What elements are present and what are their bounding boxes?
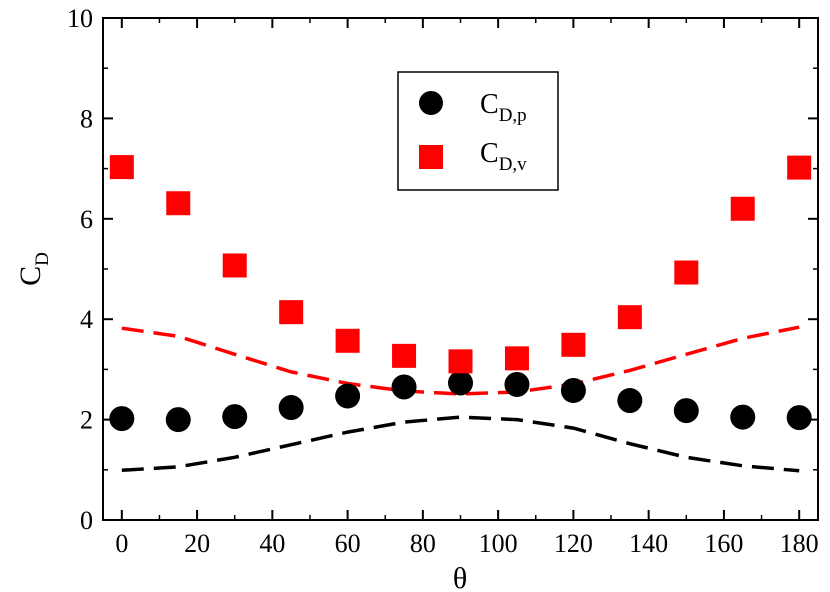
viscous-model-dashed-line [121, 325, 800, 396]
viscous-drag-point [335, 328, 360, 353]
viscous-drag-point [504, 346, 529, 371]
viscous-drag-point [674, 260, 699, 285]
viscous-drag-point [617, 305, 642, 330]
data-markers [109, 155, 812, 433]
viscous-drag-point [222, 253, 247, 278]
pressure-drag-point [730, 404, 756, 430]
y-axis-label-sub: D [32, 252, 53, 266]
legend: CD,p CD,v [397, 71, 559, 191]
y-tick-label: 0 [80, 506, 93, 535]
x-tick-label: 120 [554, 529, 593, 558]
legend-box [397, 71, 559, 191]
pressure-drag-point [109, 406, 135, 432]
legend-label-viscous: CD,v [480, 138, 527, 175]
pressure-drag-point [504, 371, 530, 397]
viscous-drag-point [448, 349, 473, 374]
model-curves [121, 325, 800, 473]
pressure-drag-point [391, 374, 417, 400]
x-tick-label: 100 [479, 529, 518, 558]
y-tick-label: 4 [80, 305, 93, 334]
pressure-drag-point [278, 395, 304, 421]
x-tick-label: 160 [704, 529, 743, 558]
pressure-drag-point [335, 383, 361, 409]
pressure-model-dashed-line [121, 415, 800, 473]
y-tick-label: 6 [80, 205, 93, 234]
axis-ticks: 0 20 40 60 80 100 120 140 160 180 0 2 4 6 8 10 [67, 4, 819, 558]
legend-label-pressure-main: C [480, 89, 499, 120]
x-tick-label: 0 [115, 529, 128, 558]
x-tick-label: 40 [259, 529, 285, 558]
pressure-drag-point [560, 377, 586, 403]
legend-label-viscous-main: C [480, 138, 499, 169]
legend-marker-pressure [419, 91, 443, 115]
viscous-drag-point [166, 191, 191, 216]
y-axis-label-main: C [14, 266, 47, 286]
pressure-drag-point [673, 398, 699, 424]
pressure-drag-point [448, 370, 473, 396]
viscous-drag-point [279, 300, 304, 325]
pressure-drag-point [165, 407, 191, 433]
x-tick-label: 140 [629, 529, 668, 558]
x-tick-label: 60 [335, 529, 361, 558]
viscous-drag-point [392, 343, 417, 368]
x-tick-label: 80 [410, 529, 436, 558]
legend-label-pressure-sub: D,p [499, 105, 527, 126]
legend-label-viscous-sub: D,v [499, 154, 527, 175]
viscous-drag-point [109, 155, 134, 180]
x-tick-label: 20 [184, 529, 210, 558]
legend-marker-viscous [419, 145, 443, 169]
pressure-drag-point [617, 388, 643, 414]
viscous-drag-point [561, 332, 586, 357]
y-tick-label: 8 [80, 104, 93, 133]
legend-label-pressure: CD,p [480, 89, 527, 126]
y-tick-label: 10 [67, 4, 93, 33]
x-tick-label: 180 [780, 529, 819, 558]
pressure-drag-point [222, 404, 248, 430]
y-tick-label: 2 [80, 406, 93, 435]
y-axis-label: CD [14, 252, 53, 286]
viscous-drag-point [787, 155, 812, 180]
pressure-drag-point [786, 405, 812, 431]
viscous-drag-point [730, 196, 755, 221]
x-axis-label: θ [453, 562, 467, 592]
